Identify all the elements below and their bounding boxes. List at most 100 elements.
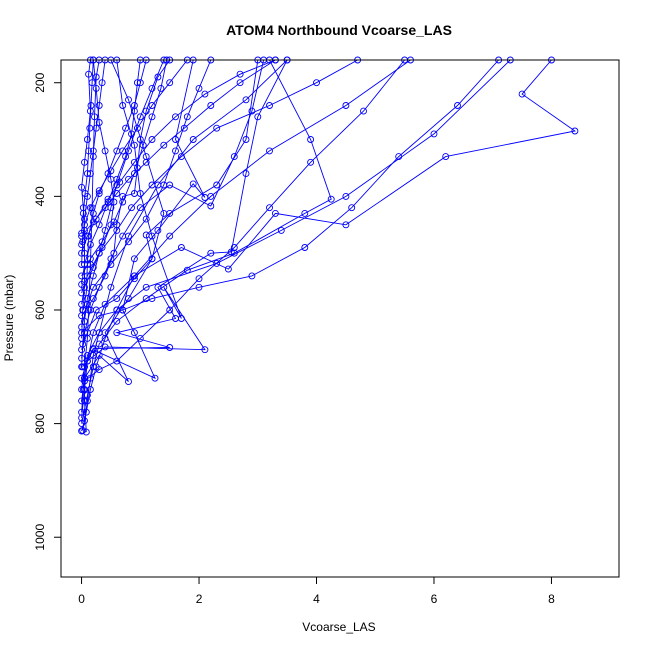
data-point — [236, 70, 244, 78]
data-point — [142, 231, 150, 239]
y-tick-label: 600 — [33, 300, 47, 320]
data-point — [571, 127, 579, 135]
data-point — [130, 102, 138, 109]
data-point — [154, 283, 162, 291]
data-point — [86, 124, 94, 132]
series-line-9 — [81, 60, 165, 367]
data-point — [266, 102, 273, 109]
data-point — [154, 226, 162, 234]
data-point — [136, 79, 144, 87]
x-axis: 0 2 4 6 8 — [78, 576, 555, 606]
data-point — [101, 300, 109, 308]
data-point — [142, 283, 150, 291]
data-point — [101, 147, 109, 155]
data-point — [82, 408, 90, 416]
data-point — [207, 202, 215, 210]
series-line-13 — [81, 60, 212, 328]
series-line-26 — [84, 60, 405, 382]
data-point — [78, 249, 86, 257]
data-point — [166, 306, 174, 314]
data-point — [142, 158, 150, 166]
data-point — [82, 289, 90, 297]
data-point — [113, 357, 121, 365]
data-point — [78, 329, 86, 337]
data-point — [85, 147, 93, 155]
x-tick-label: 6 — [431, 592, 438, 606]
data-point — [128, 130, 135, 138]
series-line-8 — [81, 60, 206, 379]
data-point — [95, 340, 103, 348]
data-point — [78, 232, 86, 240]
series-line-4 — [81, 60, 332, 424]
series-line-14 — [81, 60, 171, 316]
data-point — [81, 249, 88, 257]
data-point — [91, 113, 98, 121]
data-point — [266, 204, 273, 212]
series-line-21 — [81, 60, 188, 245]
data-point — [142, 215, 150, 223]
data-point — [195, 275, 203, 283]
data-point — [154, 73, 162, 81]
data-point — [89, 147, 97, 155]
data-point — [130, 272, 138, 280]
data-point — [81, 261, 88, 268]
data-point — [172, 315, 179, 322]
data-point — [301, 244, 309, 251]
data-point — [133, 124, 141, 132]
data-point — [122, 153, 130, 161]
data-point — [148, 84, 156, 92]
data-point — [79, 363, 87, 371]
data-point — [86, 204, 94, 212]
data-point — [172, 136, 179, 143]
data-point — [89, 363, 97, 371]
data-point — [395, 153, 403, 161]
data-point — [180, 124, 188, 132]
data-point — [78, 386, 86, 393]
data-point — [78, 408, 86, 416]
data-point — [148, 136, 156, 143]
data-point — [86, 241, 94, 249]
data-point — [201, 346, 209, 354]
data-point — [213, 124, 221, 132]
data-point — [113, 317, 121, 325]
data-point — [148, 102, 156, 109]
data-point — [83, 136, 91, 143]
data-point — [201, 90, 209, 98]
data-point — [151, 374, 159, 382]
data-point — [83, 391, 91, 399]
data-point — [95, 351, 103, 359]
data-point — [130, 158, 138, 166]
series-group — [81, 60, 577, 433]
data-point — [133, 164, 141, 172]
data-point — [86, 170, 94, 178]
data-point — [81, 317, 88, 325]
data-point — [85, 232, 93, 240]
data-point — [89, 263, 97, 271]
data-point — [177, 153, 185, 161]
data-point — [83, 261, 91, 268]
data-point — [78, 241, 86, 249]
data-point — [160, 141, 168, 149]
data-point — [92, 84, 100, 92]
data-point — [95, 187, 103, 195]
data-point — [79, 209, 87, 217]
data-point — [454, 102, 461, 109]
data-point — [78, 272, 86, 280]
series-line-11 — [81, 60, 259, 350]
data-point — [78, 229, 86, 237]
data-point — [166, 209, 174, 217]
data-point — [242, 136, 250, 143]
data-point — [136, 136, 144, 143]
x-tick-label: 4 — [313, 592, 320, 606]
data-point — [125, 175, 132, 183]
data-point — [101, 343, 109, 351]
data-point — [107, 261, 115, 268]
x-tick-label: 8 — [548, 592, 555, 606]
data-point — [348, 204, 356, 212]
data-point — [183, 266, 191, 274]
data-point — [166, 232, 174, 240]
data-point — [254, 113, 262, 121]
data-point — [92, 306, 100, 314]
data-point — [201, 194, 209, 201]
